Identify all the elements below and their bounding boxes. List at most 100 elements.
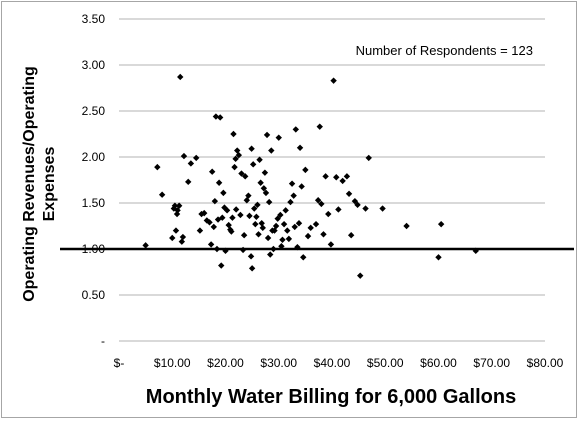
data-point — [437, 220, 445, 228]
y-tick-label: 2.50 — [82, 104, 106, 118]
data-point — [154, 163, 161, 171]
y-axis-title: Operating Revenues/Operating Expenses — [21, 66, 58, 302]
data-point — [169, 234, 176, 242]
data-point — [316, 123, 323, 130]
data-point — [278, 243, 285, 250]
data-point — [292, 126, 299, 133]
data-point — [180, 152, 188, 160]
data-point — [351, 197, 359, 205]
data-point — [403, 222, 410, 230]
chart-frame: -0.50 1.00 1.50 2.00 2.50 3.00 3.50 $- $10.00 $2… — [1, 1, 577, 418]
x-tick-label: $70.00 — [473, 356, 510, 370]
data-point — [270, 245, 277, 253]
data-point — [322, 173, 329, 180]
y-axis-ticks: -0.501.001.502.002.503.003.50 — [82, 12, 106, 348]
x-tick-label: $50.00 — [367, 356, 404, 370]
data-point — [268, 147, 275, 154]
data-point — [187, 160, 195, 167]
data-point — [435, 254, 442, 261]
data-point — [320, 231, 327, 238]
x-tick-label: $10.00 — [154, 356, 191, 370]
data-point — [216, 114, 224, 121]
data-point — [339, 177, 346, 185]
y-tick-label: 0.50 — [82, 288, 106, 302]
data-point — [253, 213, 260, 220]
data-point — [290, 192, 297, 199]
x-tick-label: $40.00 — [314, 356, 351, 370]
data-point — [262, 189, 270, 197]
data-point — [264, 234, 272, 242]
data-point — [142, 242, 149, 249]
data-point — [208, 168, 216, 175]
data-point — [206, 219, 213, 226]
data-point — [254, 201, 261, 209]
data-point — [252, 220, 259, 228]
data-point — [347, 232, 355, 239]
data-point — [260, 185, 268, 192]
data-point — [257, 179, 264, 186]
y-tick-label: 3.50 — [82, 12, 106, 26]
x-tick-label: $- — [114, 356, 125, 370]
data-point — [177, 73, 184, 81]
data-point — [179, 233, 187, 241]
data-point — [232, 206, 240, 213]
y-tick-label: 3.00 — [82, 58, 106, 72]
data-point — [232, 155, 239, 163]
data-point — [193, 154, 200, 162]
y-axis-title-line-1: Operating Revenues/Operating — [21, 66, 38, 302]
data-point — [272, 222, 280, 230]
data-point — [248, 145, 255, 152]
data-point — [365, 154, 372, 162]
data-point — [247, 253, 255, 260]
data-point — [246, 212, 253, 220]
data-point — [284, 227, 291, 234]
x-tick-label: $80.00 — [527, 356, 564, 370]
data-point — [258, 220, 265, 227]
data-point — [379, 205, 386, 212]
data-point — [362, 205, 369, 212]
data-point — [234, 147, 241, 154]
data-point — [211, 197, 219, 205]
data-point — [251, 205, 258, 212]
data-point — [229, 214, 236, 221]
data-point — [300, 254, 307, 261]
data-point — [228, 228, 235, 235]
x-tick-label: $30.00 — [260, 356, 297, 370]
data-point — [288, 180, 296, 187]
data-point — [343, 173, 351, 180]
data-point — [238, 170, 245, 177]
data-point — [235, 151, 243, 159]
data-point — [357, 272, 364, 279]
data-point — [222, 247, 229, 255]
respondents-annotation: Number of Respondents = 123 — [356, 43, 533, 58]
data-point — [265, 198, 273, 206]
y-tick-label: 1.50 — [82, 196, 106, 210]
data-point — [304, 232, 312, 240]
data-point — [267, 251, 274, 258]
data-point — [212, 113, 220, 120]
data-point — [285, 235, 293, 243]
data-point — [312, 220, 320, 228]
gridlines — [119, 18, 545, 342]
y-tick-label: 2.00 — [82, 150, 106, 164]
x-axis-title: Monthly Water Billing for 6,000 Gallons — [146, 386, 516, 408]
data-point — [295, 220, 303, 227]
data-point — [302, 166, 309, 174]
data-point — [207, 241, 215, 248]
data-point — [242, 173, 249, 180]
data-point — [248, 265, 256, 272]
data-point — [296, 144, 304, 151]
data-point — [249, 161, 257, 168]
data-point — [172, 227, 180, 234]
data-point — [307, 224, 314, 232]
data-point — [279, 236, 286, 243]
data-point — [275, 134, 282, 141]
data-point — [345, 190, 353, 197]
data-point — [259, 224, 266, 232]
x-tick-label: $20.00 — [207, 356, 244, 370]
data-point — [263, 131, 271, 139]
data-point — [171, 202, 179, 209]
data-point — [185, 178, 192, 186]
data-point — [240, 232, 248, 239]
